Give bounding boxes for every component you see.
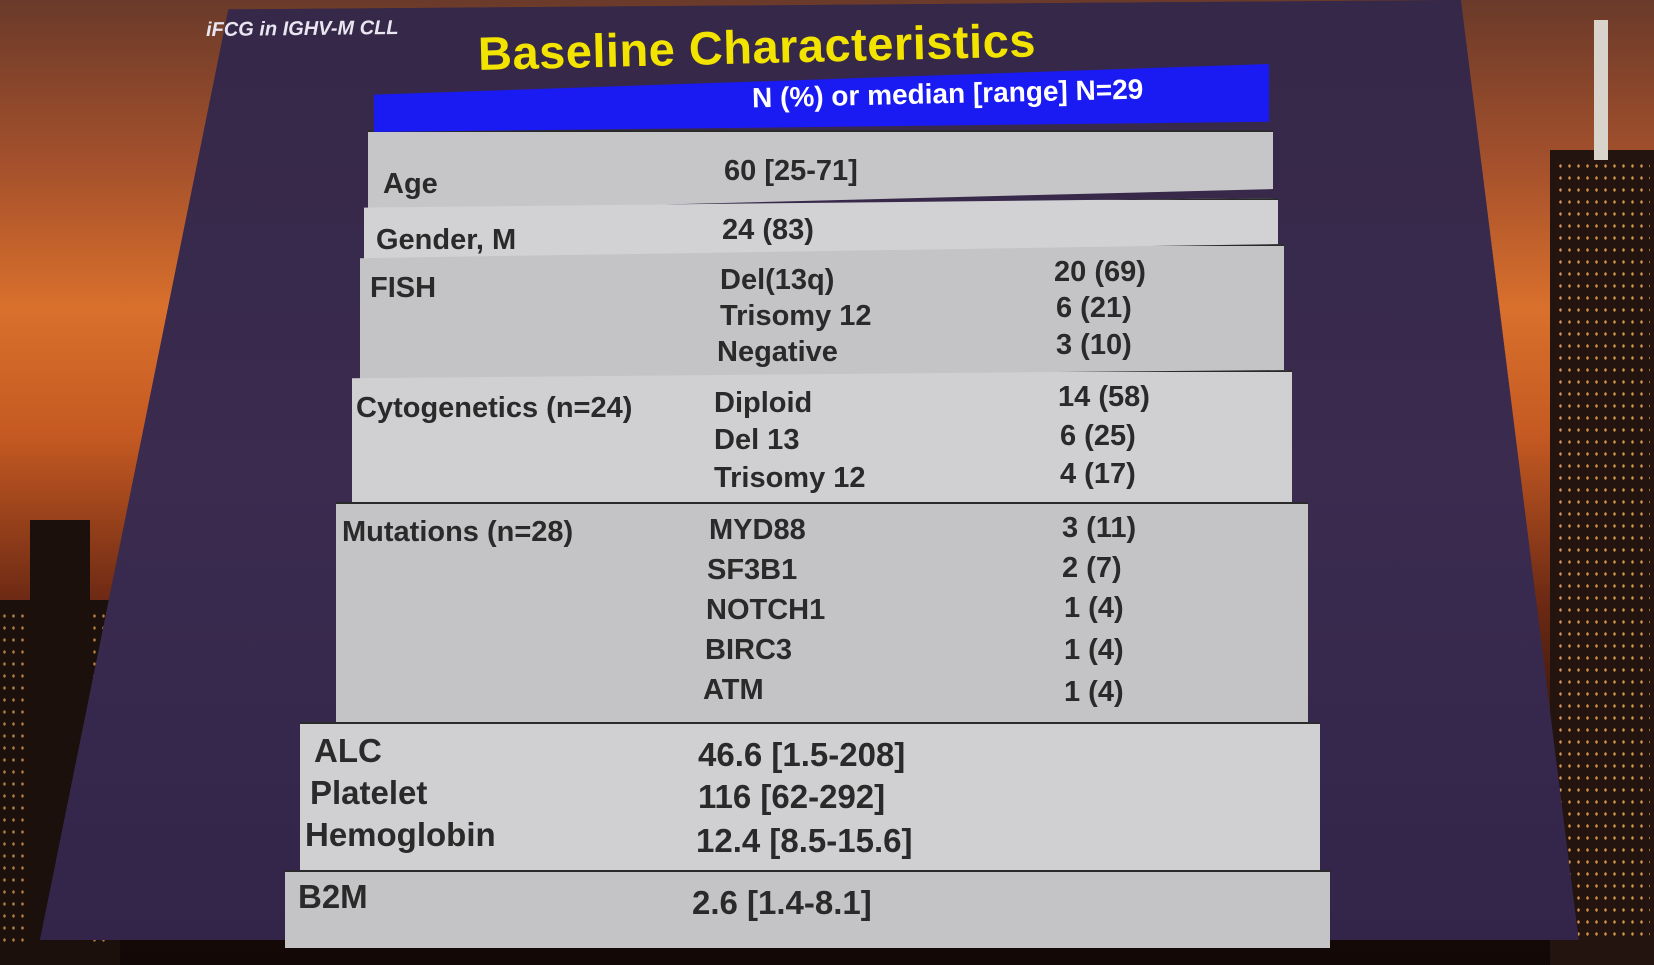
fish-item-name: Negative [717,336,838,368]
cytogenetics-item-name: Diploid [714,387,813,419]
lab-label: ALC [314,732,382,769]
row-band-b2m [285,870,1330,948]
mutation-item-name: SF3B1 [707,554,798,586]
fish-item-name: Del(13q) [720,264,835,296]
cytogenetics-item-name: Del 13 [714,424,800,456]
row-label-cytogenetics: Cytogenetics (n=24) [356,392,633,424]
fish-item-value: 20 (69) [1054,256,1146,288]
mutation-item-value: 1 (4) [1064,634,1124,666]
cytogenetics-item-value: 14 (58) [1058,381,1150,413]
row-band-mutations [336,502,1308,732]
lab-label: Hemoglobin [305,816,496,853]
cytogenetics-item-value: 6 (25) [1060,420,1136,452]
row-value-age: 60 [25-71] [724,155,858,187]
mutation-item-name: MYD88 [709,514,806,546]
row-band-fish [360,244,1284,386]
mutation-item-value: 2 (7) [1062,552,1122,584]
row-label-mutations: Mutations (n=28) [342,516,574,548]
fish-item-name: Trisomy 12 [720,300,872,332]
lab-value: 116 [62-292] [698,778,886,815]
fish-item-value: 3 (10) [1056,329,1132,361]
row-label-b2m: B2M [298,878,368,915]
skyscraper-spire [1594,20,1608,160]
mutation-item-value: 1 (4) [1064,592,1124,624]
cytogenetics-item-name: Trisomy 12 [714,462,866,494]
mutation-item-name: ATM [703,674,764,706]
mutation-item-name: NOTCH1 [706,594,826,626]
mutation-item-name: BIRC3 [705,634,793,666]
row-label-gender: Gender, M [376,224,517,256]
row-value-gender: 24 (83) [722,214,814,246]
row-label-age: Age [383,168,438,200]
mutation-item-value: 1 (4) [1064,676,1124,708]
lab-value: 46.6 [1.5-208] [698,736,906,773]
cytogenetics-item-value: 4 (17) [1060,458,1136,490]
lab-value: 12.4 [8.5-15.6] [696,822,913,859]
row-band-labs [300,722,1320,874]
lab-label: Platelet [310,774,428,811]
row-value-b2m: 2.6 [1.4-8.1] [692,884,872,921]
row-label-fish: FISH [370,272,437,304]
skyscraper-lights [1556,160,1650,940]
fish-item-value: 6 (21) [1056,292,1132,324]
mutation-item-value: 3 (11) [1062,512,1137,544]
